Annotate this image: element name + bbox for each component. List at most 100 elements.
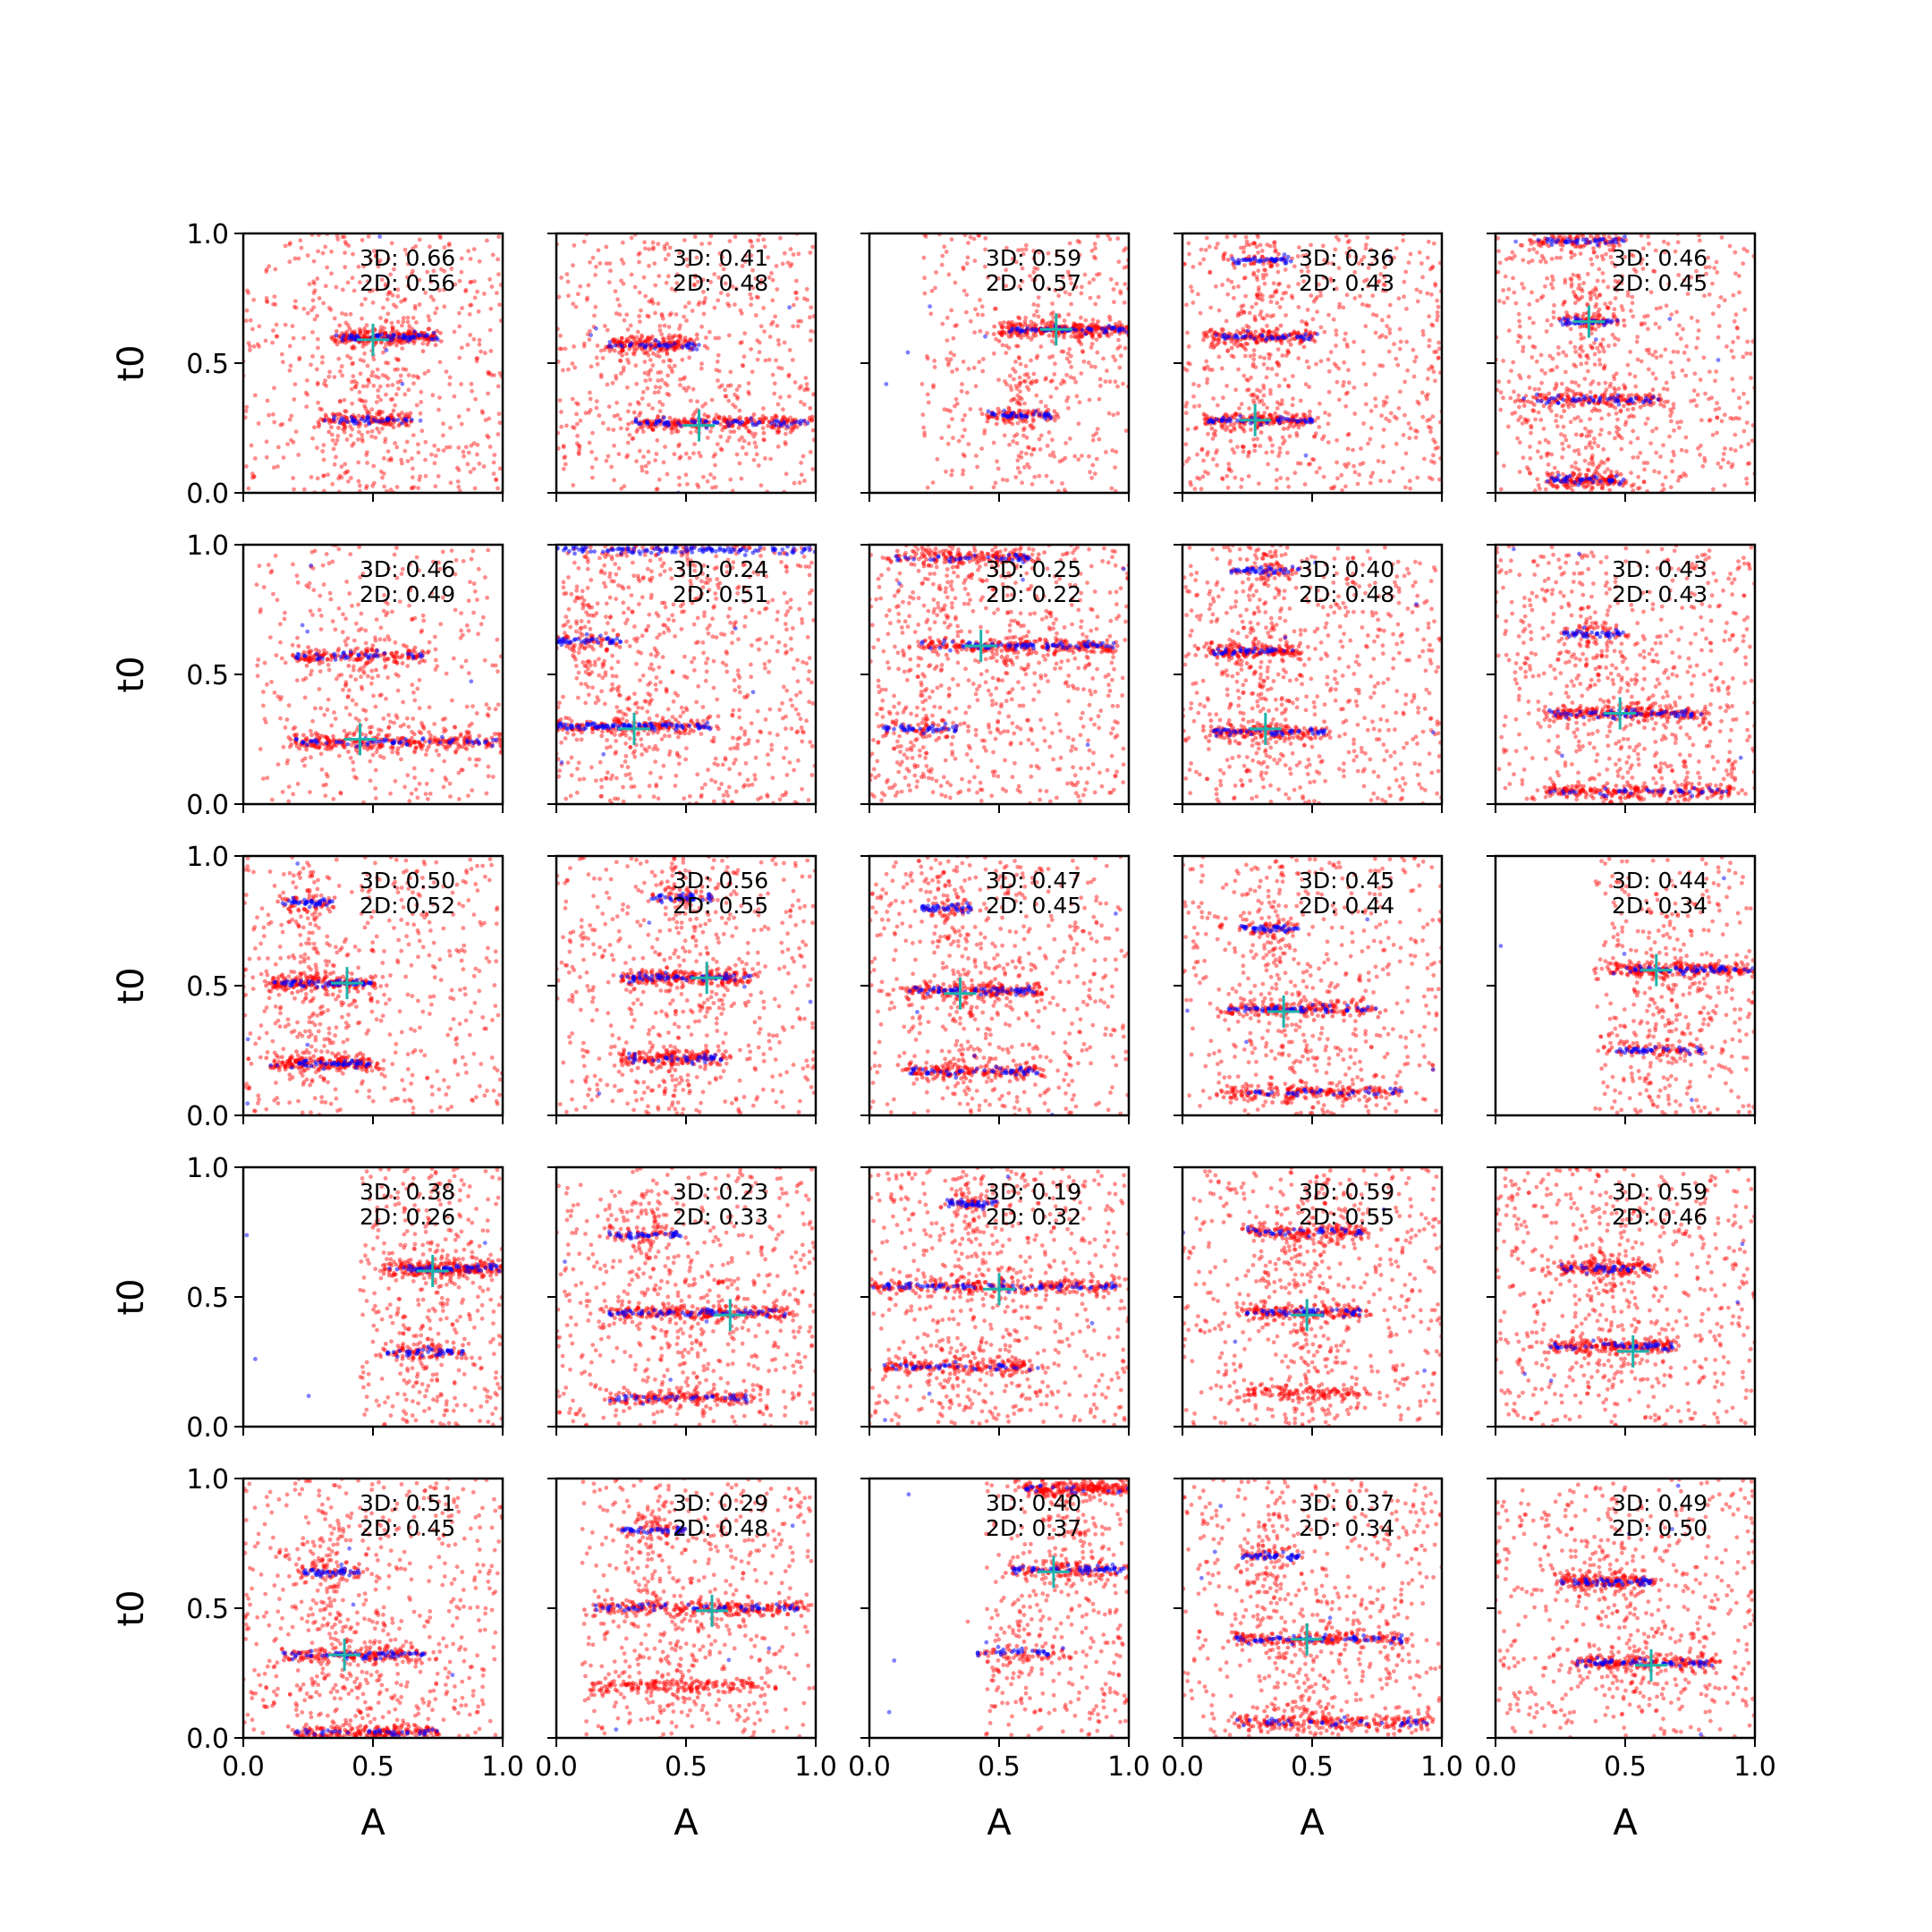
- sample-point-3d: [642, 351, 647, 356]
- sample-point-3d: [945, 441, 951, 446]
- sample-point-3d: [1314, 361, 1318, 367]
- sample-point-3d: [572, 365, 578, 370]
- sample-point-3d: [783, 442, 788, 446]
- sample-point-3d: [744, 452, 749, 456]
- sample-point-3d: [1052, 453, 1056, 459]
- sample-point-3d: [389, 458, 394, 462]
- sample-point-3d: [1090, 318, 1096, 322]
- sample-point-3d: [287, 368, 292, 373]
- sample-point-3d: [1216, 308, 1222, 313]
- sample-point-3d: [747, 441, 751, 446]
- sample-point-2d: [366, 416, 371, 421]
- sample-point-3d: [801, 453, 806, 459]
- sample-point-2d: [1248, 335, 1253, 339]
- sample-point-3d: [1265, 323, 1269, 328]
- true-value-marker: [357, 323, 389, 356]
- sample-point-3d: [1253, 222, 1258, 226]
- sample-point-3d: [404, 439, 410, 445]
- sample-point-3d: [1208, 269, 1213, 275]
- sample-point-3d: [1707, 265, 1712, 269]
- sample-point-3d: [1080, 349, 1085, 354]
- sample-point-3d: [292, 299, 298, 304]
- sample-point-3d: [946, 272, 952, 277]
- sample-point-2d: [656, 340, 661, 344]
- sample-point-3d: [1094, 431, 1099, 436]
- sample-point-3d: [630, 436, 635, 442]
- sample-point-3d: [618, 417, 623, 421]
- sample-point-3d: [1603, 380, 1608, 386]
- sample-point-3d: [298, 238, 303, 243]
- sample-point-3d: [1340, 487, 1344, 493]
- sample-point-3d: [256, 421, 261, 426]
- sample-point-3d: [1654, 306, 1659, 311]
- sample-point-3d: [1056, 312, 1062, 318]
- sample-point-3d: [1611, 247, 1616, 252]
- sample-point-3d: [343, 424, 348, 429]
- sample-point-3d: [1386, 349, 1392, 354]
- sample-point-3d: [961, 360, 966, 364]
- sample-point-3d: [1221, 257, 1226, 262]
- sample-point-3d: [1123, 246, 1128, 251]
- sample-point-3d: [1550, 285, 1555, 291]
- sample-point-3d: [1296, 356, 1301, 360]
- sample-point-3d: [1589, 455, 1595, 461]
- sample-point-3d: [264, 454, 269, 460]
- sample-point-3d: [727, 414, 733, 419]
- sample-point-3d: [1507, 255, 1513, 260]
- sample-point-3d: [1046, 430, 1052, 435]
- sample-point-3d: [1611, 374, 1616, 378]
- sample-point-3d: [746, 389, 751, 394]
- sample-point-3d: [1535, 298, 1540, 303]
- sample-point-3d: [1420, 414, 1426, 419]
- sample-point-3d: [1256, 288, 1261, 292]
- sample-point-3d: [377, 328, 383, 333]
- sample-point-3d: [1334, 286, 1339, 292]
- sample-point-3d: [1095, 350, 1100, 355]
- sample-point-3d: [586, 283, 591, 288]
- sample-point-3d: [278, 422, 284, 428]
- sample-point-3d: [432, 443, 437, 448]
- sample-point-3d: [794, 290, 799, 295]
- sample-point-3d: [1513, 301, 1519, 306]
- sample-point-3d: [1031, 321, 1037, 326]
- sample-point-3d: [1396, 406, 1402, 411]
- sample-point-3d: [1358, 462, 1363, 467]
- sample-point-3d: [1380, 363, 1385, 369]
- sample-point-3d: [1205, 364, 1210, 369]
- sample-point-3d: [1361, 421, 1366, 426]
- sample-point-3d: [1214, 284, 1218, 289]
- sample-point-3d: [946, 360, 952, 365]
- sample-point-3d: [640, 464, 644, 470]
- sample-point-3d: [366, 377, 371, 383]
- sample-point-3d: [1002, 433, 1007, 438]
- sample-point-3d: [1436, 304, 1441, 309]
- sample-point-3d: [1304, 359, 1309, 364]
- sample-point-3d: [291, 335, 296, 341]
- sample-point-3d: [950, 468, 954, 473]
- sample-point-3d: [398, 373, 403, 378]
- sample-point-3d: [1021, 433, 1026, 438]
- sample-point-3d: [1689, 399, 1693, 403]
- sample-point-3d: [1007, 442, 1012, 447]
- sample-point-3d: [365, 279, 370, 284]
- sample-point-3d: [1498, 390, 1504, 395]
- sample-point-2d: [1315, 332, 1320, 336]
- sample-point-3d: [1247, 242, 1252, 248]
- sample-point-3d: [288, 363, 293, 369]
- sample-point-3d: [1426, 424, 1431, 429]
- sample-point-3d: [1069, 301, 1073, 307]
- sample-point-3d: [1400, 466, 1405, 470]
- sample-point-3d: [1430, 414, 1436, 419]
- sample-point-3d: [395, 357, 401, 362]
- sample-point-3d: [775, 287, 780, 292]
- sample-point-3d: [594, 399, 599, 403]
- sample-point-3d: [695, 399, 699, 404]
- sample-point-3d: [1247, 449, 1251, 454]
- sample-point-3d: [964, 309, 969, 315]
- sample-point-3d: [1645, 461, 1650, 465]
- sample-point-3d: [1619, 446, 1624, 452]
- sample-point-3d: [1664, 380, 1669, 386]
- sample-point-3d: [1530, 290, 1534, 295]
- sample-point-3d: [1549, 409, 1554, 413]
- sample-point-3d: [564, 423, 569, 428]
